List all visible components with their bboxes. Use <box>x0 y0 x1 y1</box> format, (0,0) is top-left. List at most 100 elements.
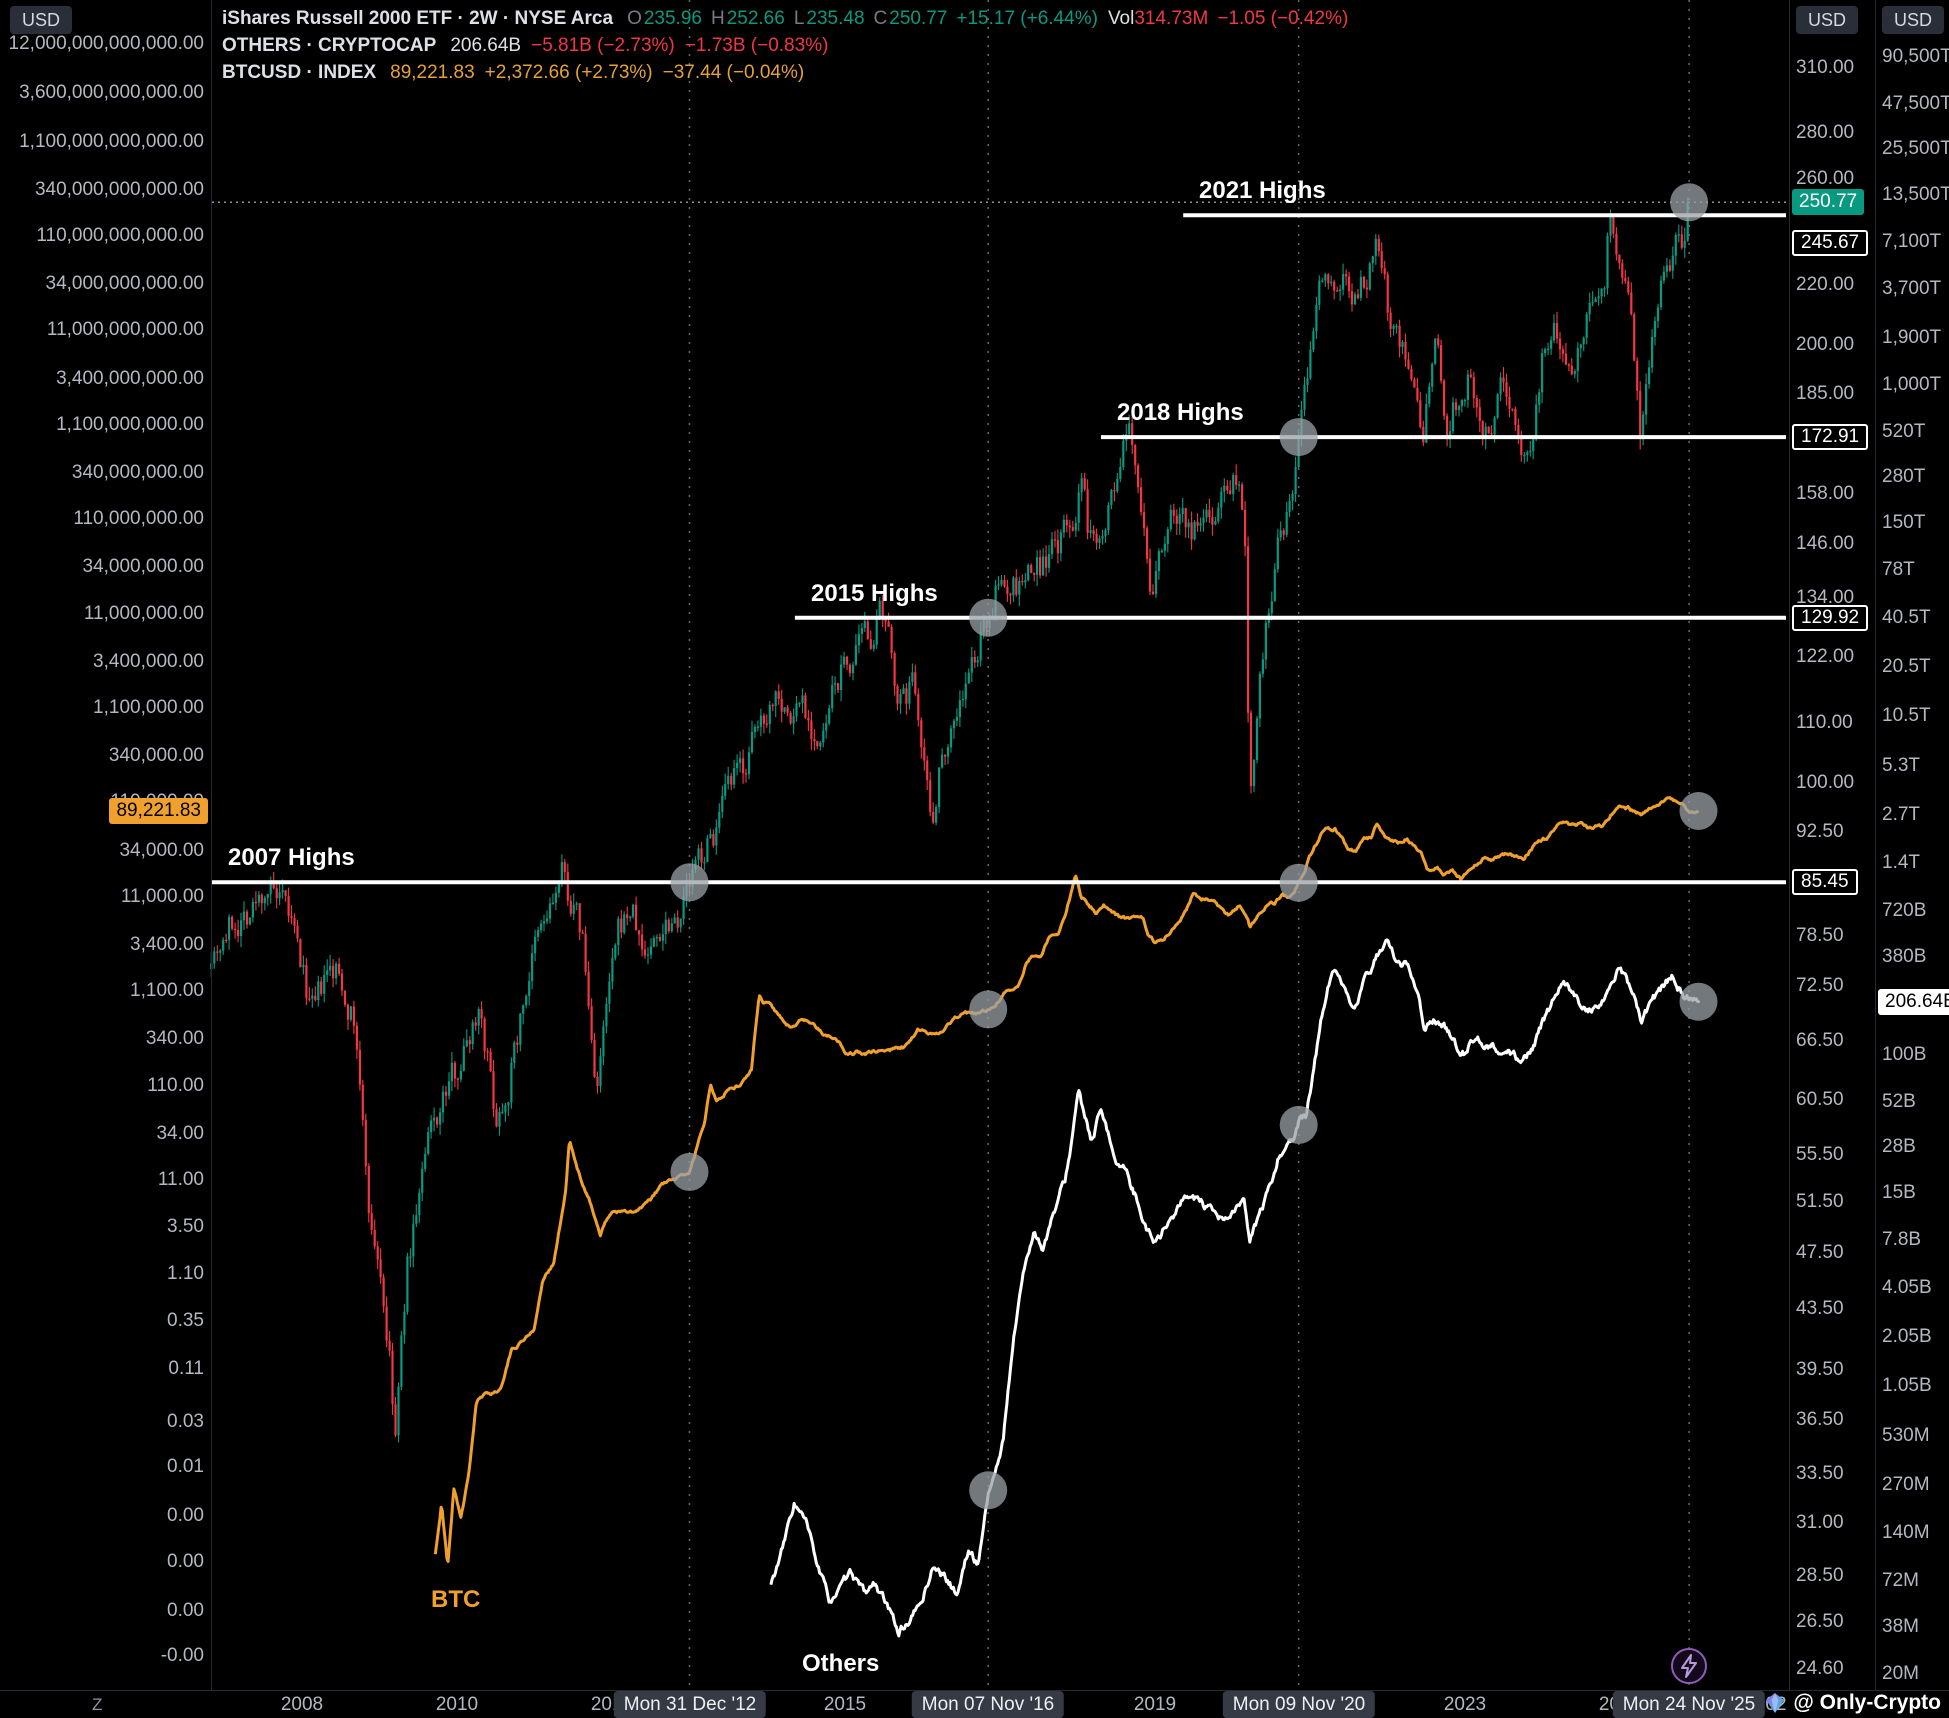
time-axis-year-label: 2008 <box>280 1694 324 1715</box>
z-shortcut-label: Z <box>92 1695 103 1714</box>
event-date-tag: Mon 31 Dec '12 <box>613 1691 767 1718</box>
axis-tick: 78.50 <box>1796 925 1844 946</box>
lightning-button[interactable] <box>1671 1648 1707 1684</box>
axis-tick: 31.00 <box>1796 1512 1844 1533</box>
ohlc-high: H 252.66 <box>711 8 785 30</box>
volume-label: Vol <box>1107 7 1135 29</box>
axis-tick: 2.7T <box>1882 804 1921 825</box>
axis-tick: 43.50 <box>1796 1298 1844 1319</box>
axis-tick: 2.05B <box>1882 1326 1932 1347</box>
btc-value: 89,221.83 <box>390 61 475 83</box>
others-series-label: Others <box>802 1650 880 1677</box>
axis-tick: 3.50 <box>167 1216 204 1237</box>
axis-tick: 1,100.00 <box>130 980 204 1001</box>
axis-tick: 340,000.00 <box>108 745 204 766</box>
axis-tick: 26.50 <box>1796 1611 1844 1632</box>
axis-tick: 720B <box>1882 900 1927 921</box>
axis-tick: 5.3T <box>1882 755 1921 776</box>
open-label: O <box>627 7 642 29</box>
volume-value: 314.73M <box>1134 7 1209 29</box>
price-axis-russell[interactable]: 245.67 172.91 129.92 85.45 310.00 280.00 260.0… <box>1790 0 1875 1690</box>
axis-tick: 3,600,000,000,000.00 <box>19 82 204 103</box>
axis-tick: 1,000T <box>1882 374 1942 395</box>
others-value: 206.64B <box>450 34 522 56</box>
time-axis-year-label: 2015 <box>823 1694 867 1715</box>
axis-tick: 200.00 <box>1796 334 1855 355</box>
legend-row-others: OTHERS · CRYPTOCAP 206.64B −5.81B (−2.73… <box>222 32 1348 59</box>
event-date-tag: Mon 09 Nov '20 <box>1222 1691 1376 1718</box>
axis-tick: 100.00 <box>1796 772 1855 793</box>
btc-change-1: +2,372.66 (+2.73%) <box>484 61 653 83</box>
axis-tick: 185.00 <box>1796 383 1855 404</box>
right-axis1-currency-button[interactable]: USD <box>1796 6 1859 34</box>
watermark: @ Only-Crypto <box>1764 1691 1941 1715</box>
axis-tick: 158.00 <box>1796 483 1855 504</box>
axis-tick: 20M <box>1882 1663 1919 1684</box>
legend-others-title[interactable]: OTHERS · CRYPTOCAP <box>222 34 437 56</box>
axis-tick: 11,000.00 <box>120 886 204 907</box>
axis-tick: 28.50 <box>1796 1565 1844 1586</box>
lightning-icon <box>1681 1654 1697 1678</box>
ohlc-close: C 250.77 <box>874 8 948 30</box>
axis-tick: 122.00 <box>1796 646 1855 667</box>
axis-tick: 34,000,000.00 <box>82 556 204 577</box>
price-axis-others[interactable]: 90,500T 47,500T 25,500T 13,500T 7,100T 3,700T… <box>1876 0 1949 1690</box>
axis-tick: 280T <box>1882 466 1926 487</box>
btc-series-label: BTC <box>431 1586 481 1613</box>
level-price-label-2021-highs: 245.67 <box>1792 230 1869 256</box>
time-axis-year-label: 2023 <box>1443 1694 1487 1715</box>
axis-tick: 280.00 <box>1796 122 1855 143</box>
axis-tick: 140M <box>1882 1522 1930 1543</box>
low-value: 235.48 <box>806 7 865 29</box>
axis-tick: 11,000,000.00 <box>83 603 204 624</box>
axis-tick: 0.00 <box>167 1505 204 1526</box>
legend: iShares Russell 2000 ETF · 2W · NYSE Arc… <box>222 5 1348 86</box>
right-axis2-currency-button[interactable]: USD <box>1882 6 1945 34</box>
axis-tick: 380B <box>1882 946 1927 967</box>
legend-russell-title[interactable]: iShares Russell 2000 ETF · 2W · NYSE Arc… <box>222 7 614 29</box>
axis-tick: 47.50 <box>1796 1242 1844 1263</box>
watermark-text: @ Only-Crypto <box>1793 1691 1941 1714</box>
volume-group: Vol314.73M <box>1108 8 1208 30</box>
axis-tick: 60.50 <box>1796 1089 1844 1110</box>
axis-tick: 3,400,000,000.00 <box>56 368 204 389</box>
axis-tick: 34,000,000,000.00 <box>45 273 205 294</box>
axis-tick: 220.00 <box>1796 274 1855 295</box>
axis-tick: 72M <box>1882 1570 1919 1591</box>
axis-tick: 38M <box>1882 1616 1919 1637</box>
axis-tick: 20.5T <box>1882 656 1931 677</box>
axis-tick: 0.01 <box>167 1456 204 1477</box>
axis-tick: 100B <box>1882 1044 1927 1065</box>
axis-tick: 25,500T <box>1882 138 1949 159</box>
axis-tick: -0.00 <box>160 1645 204 1666</box>
axis-tick: 340,000,000.00 <box>71 462 204 483</box>
price-axis-btc[interactable]: 12,000,000,000,000.00 3,600,000,000,000.0… <box>0 0 211 1690</box>
volume-change: −1.05 (−0.42%) <box>1217 7 1349 29</box>
axis-tick: 1,100,000,000.00 <box>56 414 204 435</box>
left-axis-currency-button[interactable]: USD <box>10 6 73 34</box>
axis-tick: 3,700T <box>1882 278 1942 299</box>
axis-tick: 15B <box>1882 1182 1916 1203</box>
axis-tick: 13,500T <box>1882 184 1949 205</box>
axis-tick: 78T <box>1882 559 1915 580</box>
axis-tick: 340,000,000,000.00 <box>34 179 204 200</box>
others-change-1: −5.81B (−2.73%) <box>531 34 675 56</box>
axis-tick: 530M <box>1882 1425 1930 1446</box>
axis-tick: 12,000,000,000,000.00 <box>8 33 204 54</box>
axis-tick: 110,000,000,000.00 <box>36 225 204 246</box>
axis-tick: 520T <box>1882 421 1926 442</box>
axis-tick: 3,400,000.00 <box>93 651 204 672</box>
axis-tick: 34.00 <box>156 1123 204 1144</box>
level-price-label-2007-highs: 85.45 <box>1792 869 1858 895</box>
axis-tick: 150T <box>1882 512 1926 533</box>
legend-btc-title[interactable]: BTCUSD · INDEX <box>222 61 377 83</box>
axis-tick: 51.50 <box>1796 1191 1844 1212</box>
annotation-2021-highs: 2021 Highs <box>1199 177 1326 204</box>
axis-tick: 1,100,000,000,000.00 <box>19 131 204 152</box>
axis-separator <box>1875 0 1876 1690</box>
btc-change-2: −37.44 (−0.04%) <box>662 61 805 83</box>
axis-tick: 110.00 <box>1796 712 1853 733</box>
axis-tick: 1,900T <box>1882 327 1942 348</box>
